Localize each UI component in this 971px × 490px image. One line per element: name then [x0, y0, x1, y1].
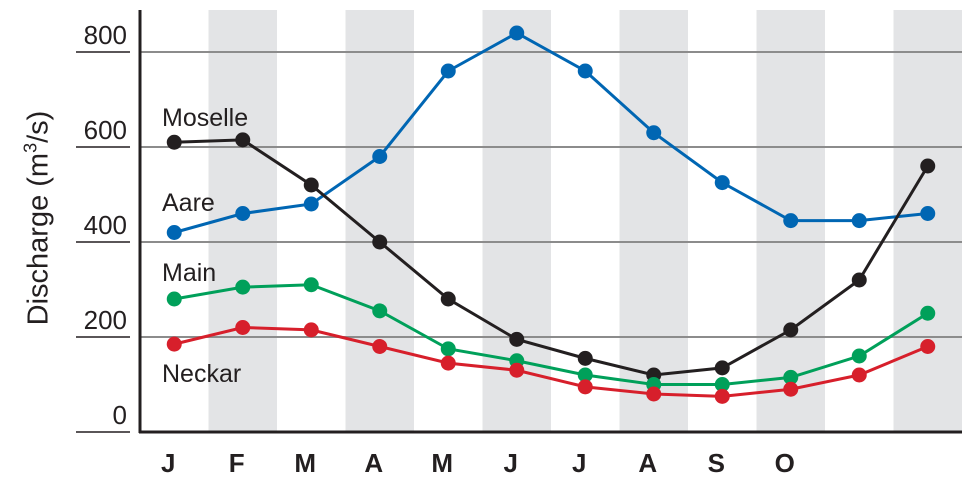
data-point — [372, 149, 388, 164]
series-line — [173, 325, 929, 398]
data-point — [372, 234, 388, 250]
data-point — [303, 177, 319, 193]
data-point — [166, 225, 182, 240]
data-point — [235, 206, 251, 221]
data-point — [851, 348, 867, 364]
data-point — [235, 320, 251, 335]
data-point — [646, 386, 662, 402]
data-point — [783, 369, 799, 385]
series-label-main: Main — [162, 259, 216, 287]
data-point — [303, 196, 319, 212]
data-point — [920, 339, 936, 354]
x-tick-label: S — [708, 448, 725, 478]
data-point — [440, 63, 456, 79]
series-label-moselle: Moselle — [162, 104, 248, 132]
data-point — [920, 158, 936, 174]
series-line — [173, 283, 929, 386]
data-point — [920, 206, 936, 221]
data-point — [166, 336, 182, 352]
y-tick-label: 600 — [84, 115, 127, 145]
data-point — [166, 134, 182, 150]
month-band — [619, 10, 688, 432]
data-point — [440, 341, 456, 357]
data-point — [783, 213, 799, 229]
data-point — [714, 377, 730, 392]
x-tick-label: J — [161, 448, 175, 478]
data-point — [303, 277, 319, 293]
x-tick-label: J — [572, 448, 586, 478]
data-point — [577, 379, 593, 395]
month-band — [345, 10, 414, 432]
y-tick-label: 200 — [84, 305, 127, 335]
series-main — [166, 277, 936, 392]
x-tick-label: F — [229, 448, 245, 478]
data-point — [440, 355, 456, 371]
data-point — [851, 272, 867, 288]
y-axis-title: Discharge (m3/s) — [20, 110, 55, 326]
data-point — [920, 305, 936, 321]
data-point — [509, 25, 525, 41]
data-point — [440, 291, 456, 307]
data-point — [851, 367, 867, 383]
data-point — [235, 279, 251, 295]
data-point — [509, 331, 525, 347]
data-point — [166, 291, 182, 307]
series-line — [174, 138, 930, 377]
y-tick-label: 400 — [84, 210, 127, 240]
series-lines — [166, 25, 936, 404]
x-tick-label: A — [364, 448, 383, 478]
y-tick-label: 800 — [84, 20, 127, 50]
data-point — [851, 213, 867, 229]
x-tick-label: J — [504, 448, 518, 478]
data-point — [577, 63, 593, 79]
series-label-neckar: Neckar — [162, 360, 241, 388]
x-tick-label: M — [294, 448, 316, 478]
data-point — [509, 362, 525, 378]
data-point — [714, 360, 730, 376]
data-point — [577, 367, 593, 383]
data-point — [372, 303, 388, 319]
series-labels: Aare Moselle Main Neckar — [162, 104, 248, 388]
data-point — [714, 388, 730, 404]
x-tick-label: M — [431, 448, 453, 478]
data-point — [303, 322, 319, 338]
y-axis-ticks: 0 200 400 600 800 — [76, 20, 130, 433]
data-point — [235, 132, 251, 148]
series-aare — [166, 25, 936, 240]
data-point — [646, 125, 662, 141]
data-point — [783, 322, 799, 338]
x-tick-label: O — [775, 448, 795, 478]
series-label-aare: Aare — [162, 189, 215, 217]
data-point — [577, 350, 593, 366]
data-point — [714, 175, 730, 191]
series-line — [173, 31, 928, 234]
y-tick-label: 0 — [113, 400, 127, 430]
data-point — [783, 381, 799, 397]
axes — [138, 10, 962, 434]
series-neckar — [166, 320, 936, 404]
x-tick-label: A — [638, 448, 657, 478]
data-point — [372, 339, 388, 354]
